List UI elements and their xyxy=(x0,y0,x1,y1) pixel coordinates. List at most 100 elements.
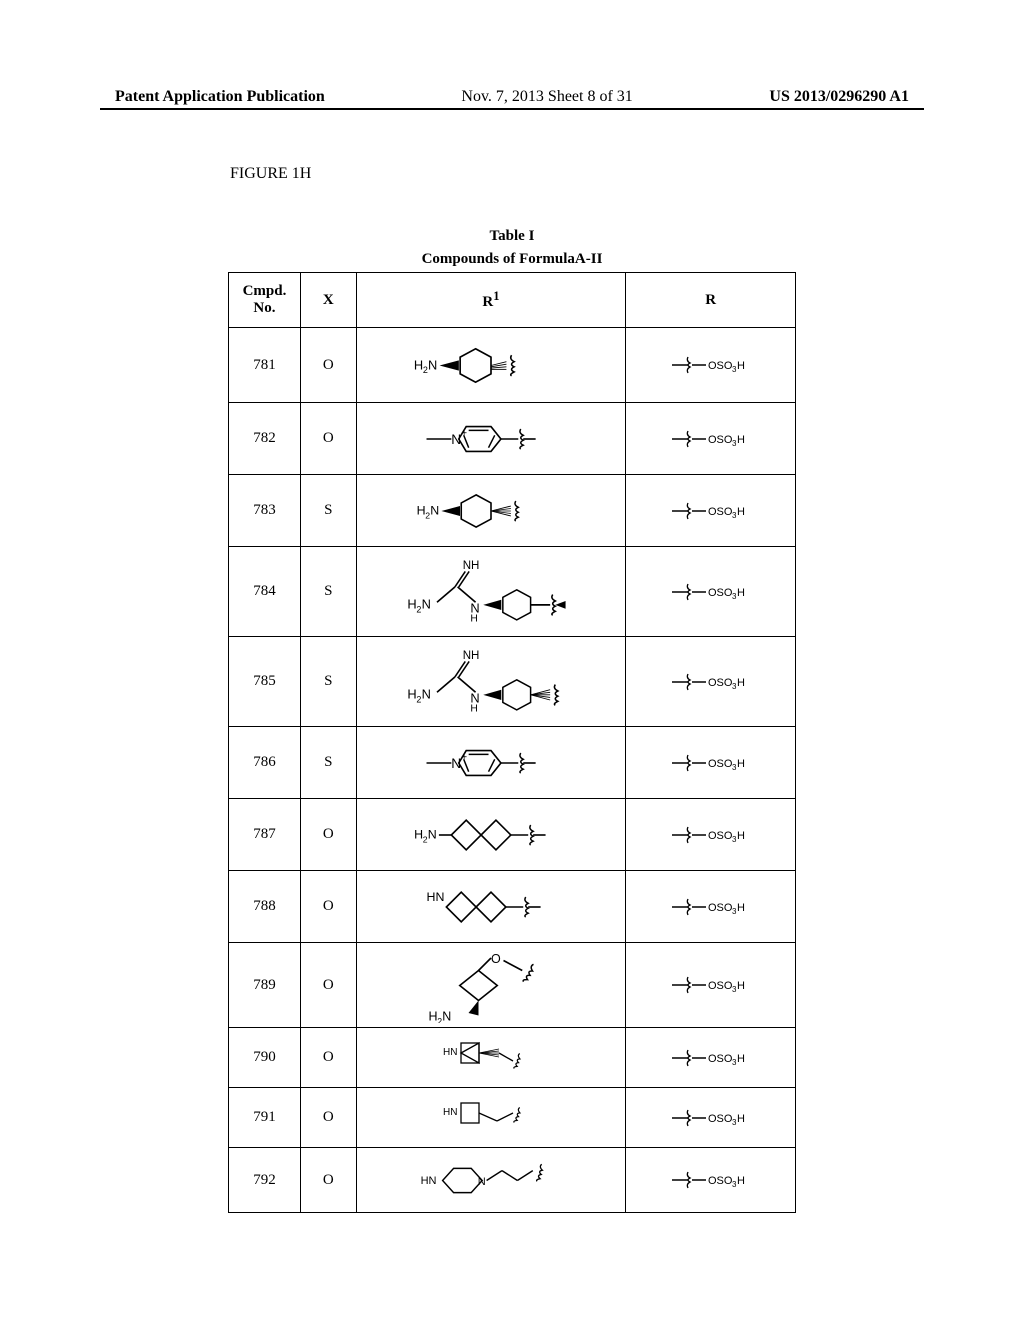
table-body: 781O782O783S784S785S786S787O788O789O790O… xyxy=(229,328,796,1213)
cell-r1 xyxy=(356,1028,626,1088)
cell-r1 xyxy=(356,328,626,403)
cell-x: S xyxy=(300,475,356,547)
table-container: Cmpd. No. X R1 R 781O782O783S784S785S786… xyxy=(228,272,796,1213)
r1-structure-icon xyxy=(401,408,581,470)
cell-r xyxy=(626,1088,796,1148)
page-header: Patent Application Publication Nov. 7, 2… xyxy=(0,88,1024,106)
header-right: US 2013/0296290 A1 xyxy=(769,88,909,106)
cell-x: O xyxy=(300,1028,356,1088)
cell-x: O xyxy=(300,871,356,943)
cell-cmpd-no: 784 xyxy=(229,547,301,637)
r1-structure-icon xyxy=(401,1033,581,1083)
r1-structure-icon xyxy=(401,480,581,542)
table-row: 787O xyxy=(229,799,796,871)
cell-x: S xyxy=(300,637,356,727)
header-left: Patent Application Publication xyxy=(115,88,325,106)
cell-r1 xyxy=(356,943,626,1028)
cell-cmpd-no: 783 xyxy=(229,475,301,547)
cell-r xyxy=(626,475,796,547)
header-center: Nov. 7, 2013 Sheet 8 of 31 xyxy=(461,88,632,106)
cell-r1 xyxy=(356,1148,626,1213)
r1-structure-icon xyxy=(401,642,581,722)
table-header-row: Cmpd. No. X R1 R xyxy=(229,273,796,328)
table-caption-line2: Compounds of FormulaA-II xyxy=(0,248,1024,271)
r-oso3h-icon xyxy=(656,572,766,612)
cell-cmpd-no: 791 xyxy=(229,1088,301,1148)
col-r1: R1 xyxy=(356,273,626,328)
table-row: 788O xyxy=(229,871,796,943)
cell-r xyxy=(626,727,796,799)
cell-r1 xyxy=(356,475,626,547)
r1-structure-icon xyxy=(401,876,581,938)
cell-r xyxy=(626,547,796,637)
cell-cmpd-no: 786 xyxy=(229,727,301,799)
table-row: 791O xyxy=(229,1088,796,1148)
r-oso3h-icon xyxy=(656,743,766,783)
r1-structure-icon xyxy=(401,1153,581,1208)
cell-x: O xyxy=(300,943,356,1028)
r1-structure-icon xyxy=(401,333,581,398)
table-row: 785S xyxy=(229,637,796,727)
table-row: 781O xyxy=(229,328,796,403)
cell-cmpd-no: 787 xyxy=(229,799,301,871)
cell-r xyxy=(626,1028,796,1088)
table-row: 786S xyxy=(229,727,796,799)
r-oso3h-icon xyxy=(656,965,766,1005)
r1-structure-icon xyxy=(401,732,581,794)
table-row: 784S xyxy=(229,547,796,637)
cell-r xyxy=(626,799,796,871)
r1-structure-icon xyxy=(401,804,581,866)
table-caption-line1: Table I xyxy=(0,225,1024,248)
cell-r1 xyxy=(356,727,626,799)
cell-cmpd-no: 790 xyxy=(229,1028,301,1088)
col-x: X xyxy=(300,273,356,328)
cell-r1 xyxy=(356,799,626,871)
cell-cmpd-no: 781 xyxy=(229,328,301,403)
r-oso3h-icon xyxy=(656,491,766,531)
cell-r xyxy=(626,403,796,475)
cell-x: O xyxy=(300,799,356,871)
r-oso3h-icon xyxy=(656,1038,766,1078)
cell-r xyxy=(626,871,796,943)
cell-r1 xyxy=(356,1088,626,1148)
r1-structure-icon xyxy=(401,948,581,1023)
col-r: R xyxy=(626,273,796,328)
table-row: 792O xyxy=(229,1148,796,1213)
r-oso3h-icon xyxy=(656,815,766,855)
cell-r1 xyxy=(356,871,626,943)
cell-cmpd-no: 785 xyxy=(229,637,301,727)
table-row: 782O xyxy=(229,403,796,475)
r1-structure-icon xyxy=(401,552,581,632)
cell-x: O xyxy=(300,1088,356,1148)
compounds-table: Cmpd. No. X R1 R 781O782O783S784S785S786… xyxy=(228,272,796,1213)
r-oso3h-icon xyxy=(656,419,766,459)
cell-r xyxy=(626,1148,796,1213)
cell-x: O xyxy=(300,1148,356,1213)
cell-r1 xyxy=(356,637,626,727)
table-row: 790O xyxy=(229,1028,796,1088)
r-oso3h-icon xyxy=(656,662,766,702)
header-rule xyxy=(100,108,924,110)
table-row: 789O xyxy=(229,943,796,1028)
cell-cmpd-no: 788 xyxy=(229,871,301,943)
cell-r1 xyxy=(356,403,626,475)
r-oso3h-icon xyxy=(656,345,766,385)
cell-cmpd-no: 792 xyxy=(229,1148,301,1213)
cell-r1 xyxy=(356,547,626,637)
r-oso3h-icon xyxy=(656,887,766,927)
cell-x: O xyxy=(300,328,356,403)
figure-label: FIGURE 1H xyxy=(230,165,311,183)
cell-r xyxy=(626,943,796,1028)
cell-cmpd-no: 789 xyxy=(229,943,301,1028)
r1-structure-icon xyxy=(401,1093,581,1143)
table-row: 783S xyxy=(229,475,796,547)
col-cmpd-no: Cmpd. No. xyxy=(229,273,301,328)
r-oso3h-icon xyxy=(656,1098,766,1138)
cell-r xyxy=(626,637,796,727)
cell-cmpd-no: 782 xyxy=(229,403,301,475)
cell-r xyxy=(626,328,796,403)
r-oso3h-icon xyxy=(656,1160,766,1200)
cell-x: S xyxy=(300,547,356,637)
table-caption: Table I Compounds of FormulaA-II xyxy=(0,225,1024,270)
cell-x: S xyxy=(300,727,356,799)
